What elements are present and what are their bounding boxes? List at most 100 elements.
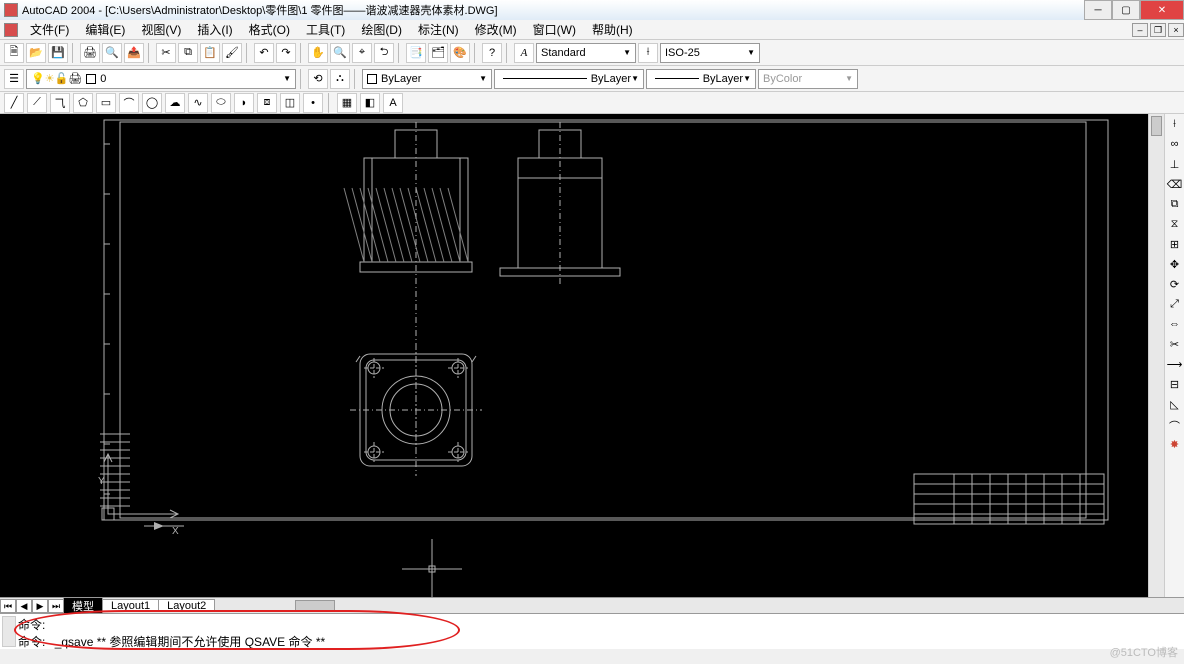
stretch-icon[interactable]: ⇔ xyxy=(1167,318,1183,334)
tab-last-icon[interactable]: ⏭ xyxy=(48,599,64,613)
zoom-win-icon[interactable]: ⌖ xyxy=(352,43,372,63)
scale-icon[interactable]: ⤢ xyxy=(1167,298,1183,314)
revcloud-icon[interactable]: ☁ xyxy=(165,93,185,113)
vertical-scrollbar[interactable] xyxy=(1148,114,1164,597)
tab-next-icon[interactable]: ▶ xyxy=(32,599,48,613)
menu-format[interactable]: 格式(O) xyxy=(241,21,298,38)
spline-icon[interactable]: ∿ xyxy=(188,93,208,113)
erase-icon[interactable]: ⌫ xyxy=(1167,178,1183,194)
break-icon[interactable]: ⊟ xyxy=(1167,378,1183,394)
point-icon[interactable]: • xyxy=(303,93,323,113)
doc-restore-button[interactable]: ❐ xyxy=(1150,23,1166,37)
mirror-icon[interactable]: ⧖ xyxy=(1167,218,1183,234)
redo-icon[interactable]: ↷ xyxy=(276,43,296,63)
help-icon[interactable]: ? xyxy=(482,43,502,63)
command-window[interactable]: 命令: 命令: _qsave ** 参照编辑期间不允许使用 QSAVE 命令 *… xyxy=(0,613,1184,649)
menu-tools[interactable]: 工具(T) xyxy=(298,21,353,38)
save-icon[interactable]: 💾 xyxy=(48,43,68,63)
zoom-rt-icon[interactable]: 🔍 xyxy=(330,43,350,63)
new-icon[interactable]: 🗎 xyxy=(4,43,24,63)
menu-dimension[interactable]: 标注(N) xyxy=(410,21,467,38)
menu-window[interactable]: 窗口(W) xyxy=(525,21,584,38)
cut-icon[interactable]: ✂ xyxy=(156,43,176,63)
lineweight-dropdown[interactable]: ByLayer▼ xyxy=(646,69,756,89)
color-dropdown[interactable]: ByLayer▼ xyxy=(362,69,492,89)
explode-icon[interactable]: ✸ xyxy=(1167,438,1183,454)
text-style-icon[interactable]: A xyxy=(514,43,534,63)
chamfer-icon[interactable]: ◺ xyxy=(1167,398,1183,414)
line-icon[interactable]: ╱ xyxy=(4,93,24,113)
dim-style-icon[interactable]: ⟊ xyxy=(638,43,658,63)
doc-close-button[interactable]: × xyxy=(1168,23,1184,37)
tab-first-icon[interactable]: ⏮ xyxy=(0,599,16,613)
menu-draw[interactable]: 绘图(D) xyxy=(353,21,410,38)
publish-icon[interactable]: 📤 xyxy=(124,43,144,63)
fillet-icon[interactable]: ⌒ xyxy=(1167,418,1183,434)
insert-block-icon[interactable]: ⧈ xyxy=(257,93,277,113)
app-menu-icon[interactable] xyxy=(4,23,18,37)
trim-icon[interactable]: ✂ xyxy=(1167,338,1183,354)
tool-palette-icon[interactable]: 🎨 xyxy=(450,43,470,63)
menu-file[interactable]: 文件(F) xyxy=(22,21,77,38)
arc-icon[interactable]: ⌒ xyxy=(119,93,139,113)
text-style-dropdown[interactable]: Standard▼ xyxy=(536,43,636,63)
zoom-prev-icon[interactable]: ⮌ xyxy=(374,43,394,63)
open-icon[interactable]: 📂 xyxy=(26,43,46,63)
properties-icon[interactable]: 📑 xyxy=(406,43,426,63)
region-icon[interactable]: ◧ xyxy=(360,93,380,113)
layer-prev-icon[interactable]: ⟲ xyxy=(308,69,328,89)
tab-model[interactable]: 模型 xyxy=(63,597,103,614)
command-scroll[interactable] xyxy=(2,616,16,647)
tab-layout2[interactable]: Layout2 xyxy=(158,599,215,612)
layer-dropdown[interactable]: 💡 ☀ 🔓 🖨 0 ▼ xyxy=(26,69,296,89)
horizontal-scrollbar[interactable] xyxy=(235,599,1184,613)
rotate-icon[interactable]: ⟳ xyxy=(1167,278,1183,294)
layer-states-icon[interactable]: ⛬ xyxy=(330,69,350,89)
minimize-button[interactable]: ─ xyxy=(1084,0,1112,20)
doc-minimize-button[interactable]: – xyxy=(1132,23,1148,37)
maximize-button[interactable]: ▢ xyxy=(1112,0,1140,20)
pan-icon[interactable]: ✋ xyxy=(308,43,328,63)
plotstyle-dropdown[interactable]: ByColor▼ xyxy=(758,69,858,89)
layer-manager-icon[interactable]: ☰ xyxy=(4,69,24,89)
ellipse-arc-icon[interactable]: ◗ xyxy=(234,93,254,113)
menu-edit[interactable]: 编辑(E) xyxy=(77,21,133,38)
dist-icon[interactable]: ⟊ xyxy=(1167,118,1183,134)
pline-icon[interactable]: ⺄ xyxy=(50,93,70,113)
linetype-value: ByLayer xyxy=(591,73,631,85)
dim-style-dropdown[interactable]: ISO-25▼ xyxy=(660,43,760,63)
paste-icon[interactable]: 📋 xyxy=(200,43,220,63)
text-icon[interactable]: A xyxy=(383,93,403,113)
layer-freeze-icon: ☀ xyxy=(45,72,55,85)
drawing-canvas[interactable]: XY xyxy=(0,114,1148,597)
rectangle-icon[interactable]: ▭ xyxy=(96,93,116,113)
hatch-icon[interactable]: ▦ xyxy=(337,93,357,113)
chain-icon[interactable]: ∞ xyxy=(1167,138,1183,154)
circle-icon[interactable]: ◯ xyxy=(142,93,162,113)
copy2-icon[interactable]: ⧉ xyxy=(1167,198,1183,214)
linetype-dropdown[interactable]: ByLayer▼ xyxy=(494,69,644,89)
design-center-icon[interactable]: 🗂 xyxy=(428,43,448,63)
menu-help[interactable]: 帮助(H) xyxy=(584,21,641,38)
ellipse-icon[interactable]: ⬭ xyxy=(211,93,231,113)
match-icon[interactable]: 🖌 xyxy=(222,43,242,63)
menu-insert[interactable]: 插入(I) xyxy=(189,21,240,38)
close-button[interactable]: ✕ xyxy=(1140,0,1184,20)
command-line-1: 命令: xyxy=(18,616,1166,633)
print-preview-icon[interactable]: 🔍 xyxy=(102,43,122,63)
polygon-icon[interactable]: ⬠ xyxy=(73,93,93,113)
tab-layout1[interactable]: Layout1 xyxy=(102,599,159,612)
offset-icon[interactable]: ⊞ xyxy=(1167,238,1183,254)
undo-icon[interactable]: ↶ xyxy=(254,43,274,63)
menu-view[interactable]: 视图(V) xyxy=(133,21,189,38)
menu-modify[interactable]: 修改(M) xyxy=(467,21,525,38)
make-block-icon[interactable]: ◫ xyxy=(280,93,300,113)
tab-prev-icon[interactable]: ◀ xyxy=(16,599,32,613)
print-icon[interactable]: 🖨 xyxy=(80,43,100,63)
copy-icon[interactable]: ⧉ xyxy=(178,43,198,63)
perp-icon[interactable]: ⊥ xyxy=(1167,158,1183,174)
xline-icon[interactable]: ⟋ xyxy=(27,93,47,113)
move-icon[interactable]: ✥ xyxy=(1167,258,1183,274)
plotstyle-value: ByColor xyxy=(763,73,802,85)
extend-icon[interactable]: ⟶ xyxy=(1167,358,1183,374)
